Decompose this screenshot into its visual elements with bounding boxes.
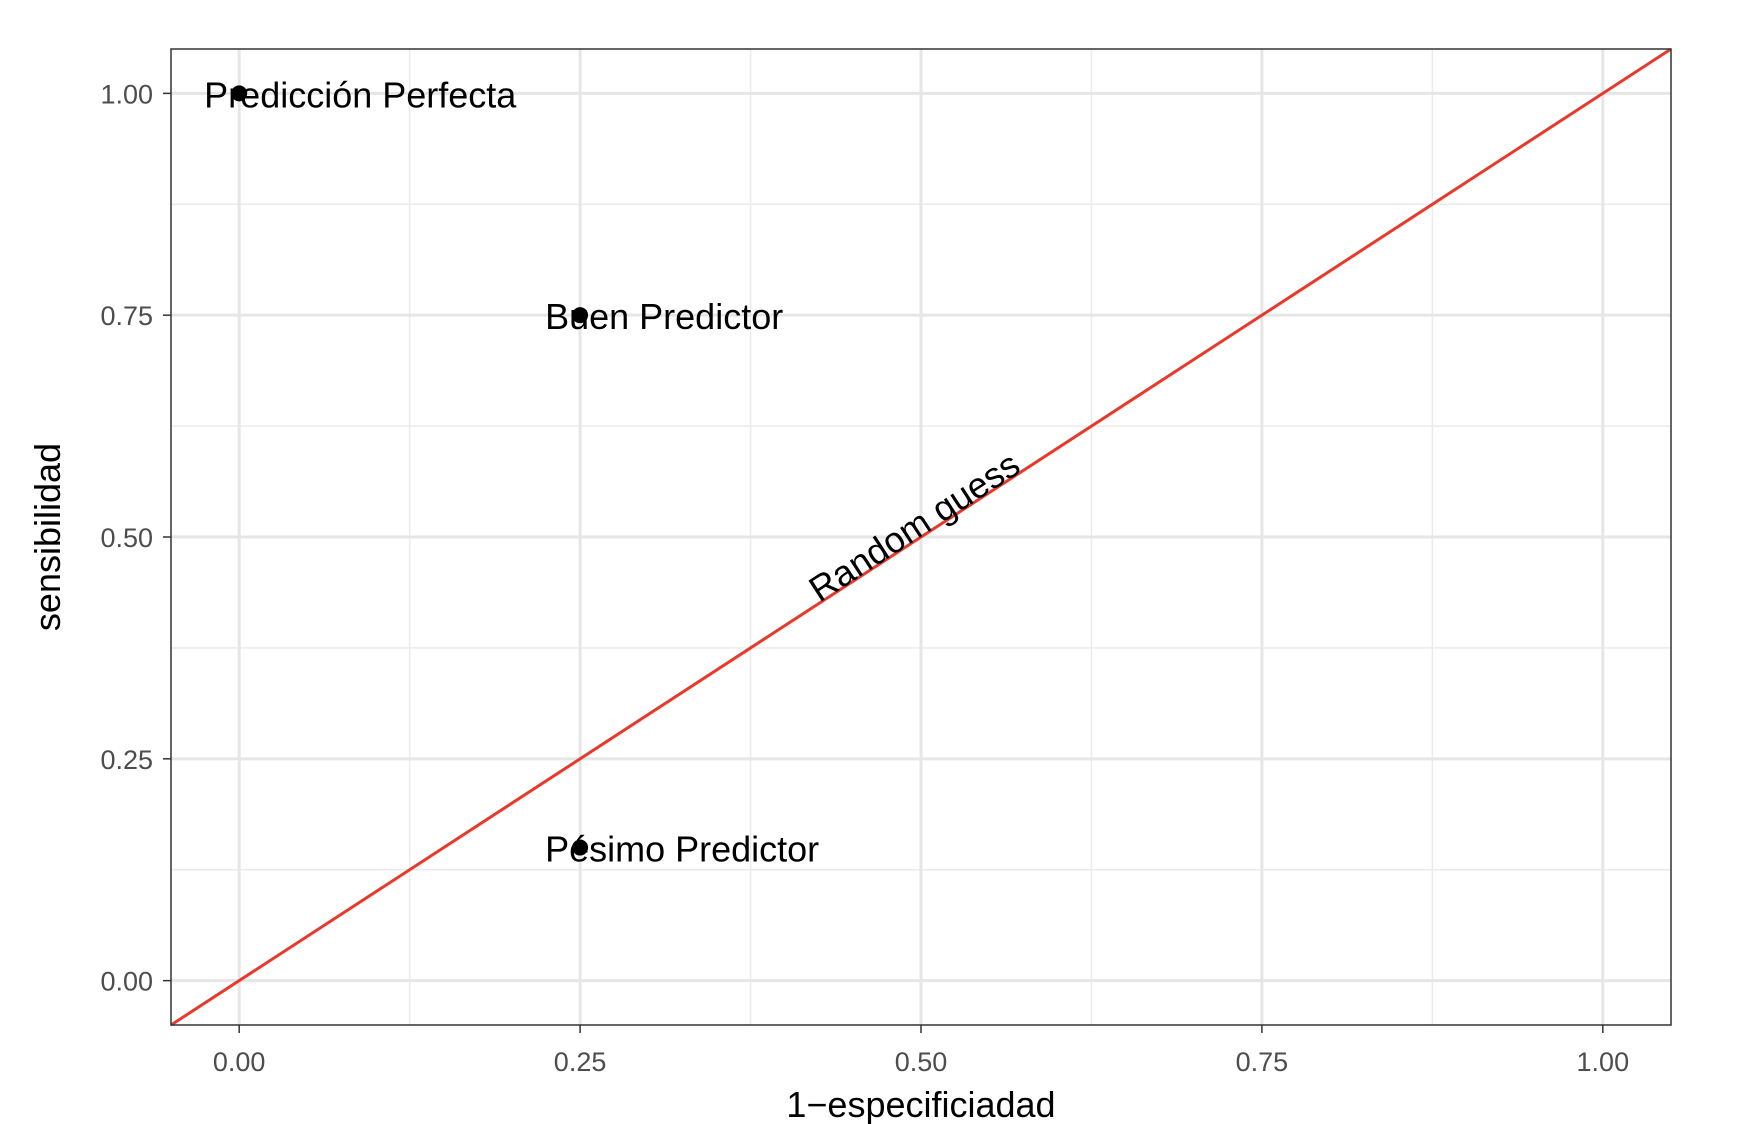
- x-tick-label: 0.50: [895, 1047, 948, 1077]
- data-point: [231, 85, 248, 102]
- x-axis-ticks: 0.00 0.25 0.50 0.75 1.00: [213, 1025, 1629, 1077]
- x-tick-label: 1.00: [1577, 1047, 1630, 1077]
- point-labels: Predicción Perfecta Buen Predictor Pésimo …: [204, 74, 819, 869]
- point-label: Buen Predictor: [545, 296, 783, 337]
- y-axis-title: sensibilidad: [27, 443, 68, 631]
- x-tick-label: 0.00: [213, 1047, 266, 1077]
- data-points: [231, 85, 589, 856]
- y-tick-label: 0.25: [100, 745, 153, 775]
- y-axis-ticks: 0.00 0.25 0.50 0.75 1.00: [100, 79, 171, 997]
- x-tick-label: 0.75: [1236, 1047, 1289, 1077]
- y-tick-label: 0.00: [100, 967, 153, 997]
- data-point: [572, 307, 589, 324]
- y-tick-label: 0.50: [100, 523, 153, 553]
- point-label: Predicción Perfecta: [204, 74, 517, 115]
- y-tick-label: 0.75: [100, 301, 153, 331]
- point-label: Pésimo Predictor: [545, 829, 819, 870]
- y-tick-label: 1.00: [100, 79, 153, 109]
- x-tick-label: 0.25: [554, 1047, 607, 1077]
- data-point: [572, 839, 589, 856]
- x-axis-title: 1−especificiadad: [786, 1084, 1055, 1124]
- random-guess-line: [170, 47, 1672, 1027]
